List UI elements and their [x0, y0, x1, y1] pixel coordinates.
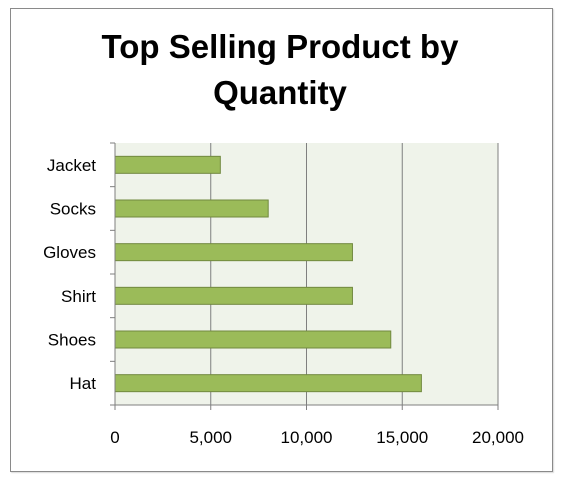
x-tick-label-1: 5,000: [189, 428, 232, 447]
chart-title: Top Selling Product by Quantity: [60, 24, 500, 116]
bar-gloves: [114, 243, 353, 262]
gridlines: [210, 143, 499, 405]
bar-jacket: [114, 155, 221, 174]
x-tick-label-3: 15,000: [376, 428, 428, 447]
category-label-socks: Socks: [50, 200, 96, 219]
category-label-hat: Hat: [70, 374, 97, 393]
x-tick-label-2: 10,000: [281, 428, 333, 447]
bar-shoes: [114, 330, 392, 349]
chart-title-line-1: Top Selling Product by: [101, 28, 459, 65]
bar-shirt: [114, 286, 353, 305]
bars: [114, 155, 422, 393]
x-tick-labels: 0 5,000 10,000 15,000 20,000: [110, 428, 524, 447]
category-label-shirt: Shirt: [61, 287, 96, 306]
bar-socks: [114, 199, 269, 218]
x-tick-label-4: 20,000: [472, 428, 524, 447]
category-label-jacket: Jacket: [47, 156, 96, 175]
bar-hat: [114, 374, 422, 393]
category-label-shoes: Shoes: [48, 331, 96, 350]
axes: [110, 142, 499, 410]
x-tick-label-0: 0: [110, 428, 119, 447]
category-labels: Jacket Socks Gloves Shirt Shoes Hat: [43, 156, 96, 393]
category-label-gloves: Gloves: [43, 243, 96, 262]
chart-title-line-2: Quantity: [213, 74, 347, 111]
